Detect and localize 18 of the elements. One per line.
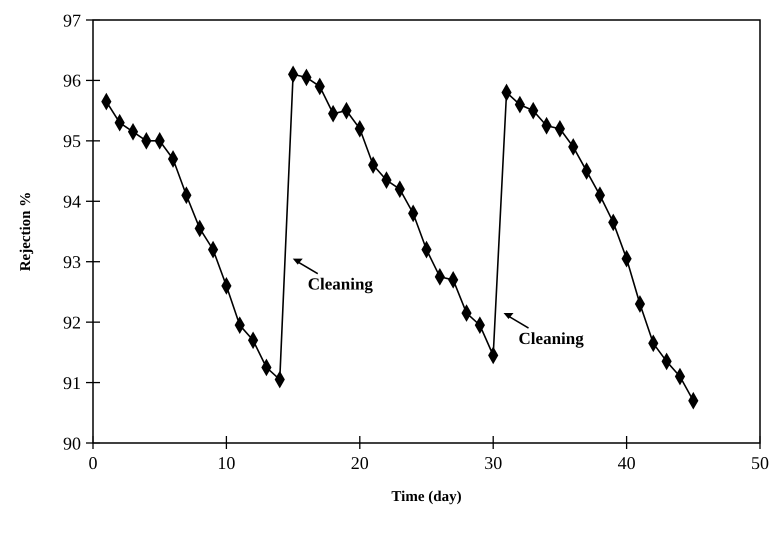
y-tick-label: 92 [63,312,81,332]
x-axis-title: Time (day) [391,489,462,505]
x-tick-label: 10 [217,453,236,473]
y-tick-label: 91 [63,372,81,393]
y-tick-label: 94 [63,192,81,212]
x-tick-label: 20 [350,453,369,473]
y-tick-label: 97 [63,10,81,30]
annotation: Cleaning [308,274,374,294]
x-tick-label: 30 [484,453,502,473]
y-tick-label: 90 [63,433,81,454]
y-axis-title: Rejection % [18,192,34,272]
y-tick-label: 95 [63,131,81,152]
x-tick-label: 50 [751,453,769,473]
x-tick-label: 0 [88,453,98,473]
annotation: Cleaning [518,329,584,348]
x-tick-label: 40 [618,453,636,473]
y-tick-label: 93 [63,252,81,272]
y-tick-label: 96 [63,70,81,91]
